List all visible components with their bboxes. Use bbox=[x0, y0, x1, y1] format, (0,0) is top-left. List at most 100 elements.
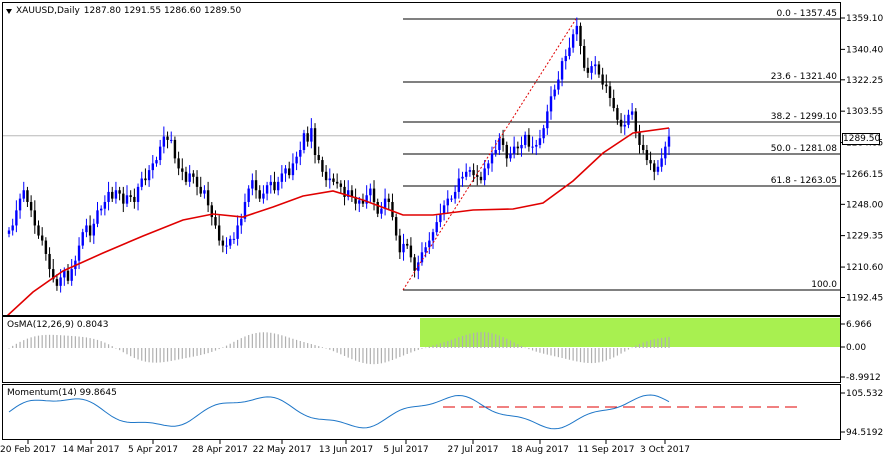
candle-body bbox=[335, 181, 339, 184]
osma-bar bbox=[616, 348, 618, 356]
momentum-pane[interactable]: Momentum(14) 99.8645 bbox=[2, 384, 841, 440]
osma-bar bbox=[613, 348, 615, 358]
osma-bar bbox=[200, 348, 202, 356]
osma-bar bbox=[354, 348, 357, 361]
osma-bar bbox=[417, 348, 419, 350]
candle-body bbox=[26, 190, 29, 202]
candle-body bbox=[240, 218, 243, 226]
osma-bar bbox=[299, 340, 301, 348]
candle-body bbox=[568, 47, 571, 57]
candle-body bbox=[376, 201, 379, 214]
candle-body bbox=[582, 46, 586, 68]
candle-body bbox=[332, 178, 335, 182]
osma-bar bbox=[380, 348, 383, 364]
candle-body bbox=[634, 111, 638, 132]
candle-body bbox=[295, 156, 298, 164]
candle-body bbox=[15, 210, 18, 226]
candle-body bbox=[221, 240, 225, 246]
candle-body bbox=[546, 111, 549, 129]
osma-bar bbox=[152, 348, 154, 363]
candle-body bbox=[627, 114, 630, 125]
osma-bar bbox=[248, 335, 250, 348]
osma-bar bbox=[428, 346, 430, 348]
triangle-down-icon[interactable] bbox=[6, 8, 12, 14]
candle-body bbox=[313, 128, 317, 156]
osma-bar bbox=[513, 342, 515, 348]
osma-bar bbox=[458, 337, 460, 348]
osma-bar bbox=[133, 348, 135, 358]
candle-body bbox=[63, 270, 66, 278]
candle-body bbox=[173, 139, 177, 159]
candle-body bbox=[498, 138, 501, 150]
candlesticks bbox=[7, 17, 671, 293]
osma-bar bbox=[325, 348, 327, 349]
candle-body bbox=[361, 200, 365, 204]
osma-bar bbox=[443, 342, 445, 348]
candle-body bbox=[347, 190, 350, 197]
candle-body bbox=[251, 180, 254, 189]
price-tick-label: 1322.25 bbox=[846, 76, 883, 86]
osma-bar bbox=[340, 348, 342, 355]
osma-bar bbox=[74, 336, 76, 348]
candle-body bbox=[431, 232, 435, 241]
candle-body bbox=[605, 84, 608, 87]
candle-body bbox=[520, 144, 523, 149]
candle-body bbox=[446, 198, 449, 206]
osma-bar bbox=[642, 342, 644, 348]
candle-body bbox=[70, 269, 73, 281]
candle-body bbox=[302, 133, 306, 150]
osma-bar bbox=[281, 335, 283, 348]
osma-bar bbox=[498, 335, 500, 348]
date-tick-label: 14 Mar 2017 bbox=[62, 445, 119, 455]
osma-bar bbox=[664, 337, 666, 348]
osma-highlight-zone bbox=[420, 318, 840, 347]
candle-body bbox=[527, 134, 531, 147]
date-axis[interactable]: 20 Feb 2017 14 Mar 2017 5 Apr 2017 28 Apr 2… bbox=[0, 440, 841, 459]
candle-body bbox=[258, 190, 261, 199]
osma-bar bbox=[627, 348, 630, 350]
candle-body bbox=[630, 111, 634, 115]
price-pane[interactable]: 0.0 - 1357.45 23.6 - 1321.40 38.2 - 1299.1… bbox=[2, 2, 841, 316]
candle-body bbox=[365, 195, 368, 204]
osma-bar bbox=[288, 337, 290, 348]
osma-bar bbox=[546, 348, 548, 355]
candle-body bbox=[457, 178, 461, 192]
osma-bar bbox=[60, 335, 62, 348]
momentum-title: Momentum(14) 99.8645 bbox=[7, 388, 117, 398]
candle-body bbox=[420, 252, 424, 263]
candle-body bbox=[608, 86, 612, 98]
candle-body bbox=[96, 210, 99, 224]
osma-bar bbox=[307, 343, 309, 348]
candle-body bbox=[571, 34, 575, 48]
candle-body bbox=[417, 262, 420, 271]
price-axis[interactable]: 1359.101340.401322.251303.551284.851266.… bbox=[841, 0, 883, 440]
osma-bar bbox=[402, 348, 405, 356]
osma-bar bbox=[421, 348, 423, 349]
osma-bar bbox=[631, 347, 633, 349]
fib-level-label: 23.6 - 1321.40 bbox=[771, 72, 837, 82]
candle-body bbox=[40, 235, 44, 241]
candle-body bbox=[236, 225, 239, 239]
osma-bar bbox=[528, 348, 530, 350]
osma-bar bbox=[605, 348, 607, 361]
candle-body bbox=[177, 158, 180, 169]
candle-body bbox=[479, 176, 483, 181]
candle-body bbox=[195, 176, 199, 187]
candle-body bbox=[594, 64, 597, 67]
candle-body bbox=[435, 222, 438, 233]
candle-body bbox=[129, 195, 132, 197]
fib-level-label: 0.0 - 1357.45 bbox=[777, 9, 838, 19]
osma-bar bbox=[240, 338, 242, 348]
osma-bar bbox=[318, 346, 320, 348]
osma-bar bbox=[8, 348, 10, 349]
osma-pane[interactable]: OsMA(12,26,9) 0.8043 bbox=[2, 316, 841, 383]
candle-body bbox=[428, 240, 431, 248]
candle-body bbox=[461, 176, 464, 179]
osma-bar bbox=[37, 335, 40, 348]
osma-bar bbox=[155, 348, 158, 363]
candle-body bbox=[133, 196, 136, 202]
candle-body bbox=[383, 198, 387, 209]
osma-bar bbox=[366, 348, 368, 364]
